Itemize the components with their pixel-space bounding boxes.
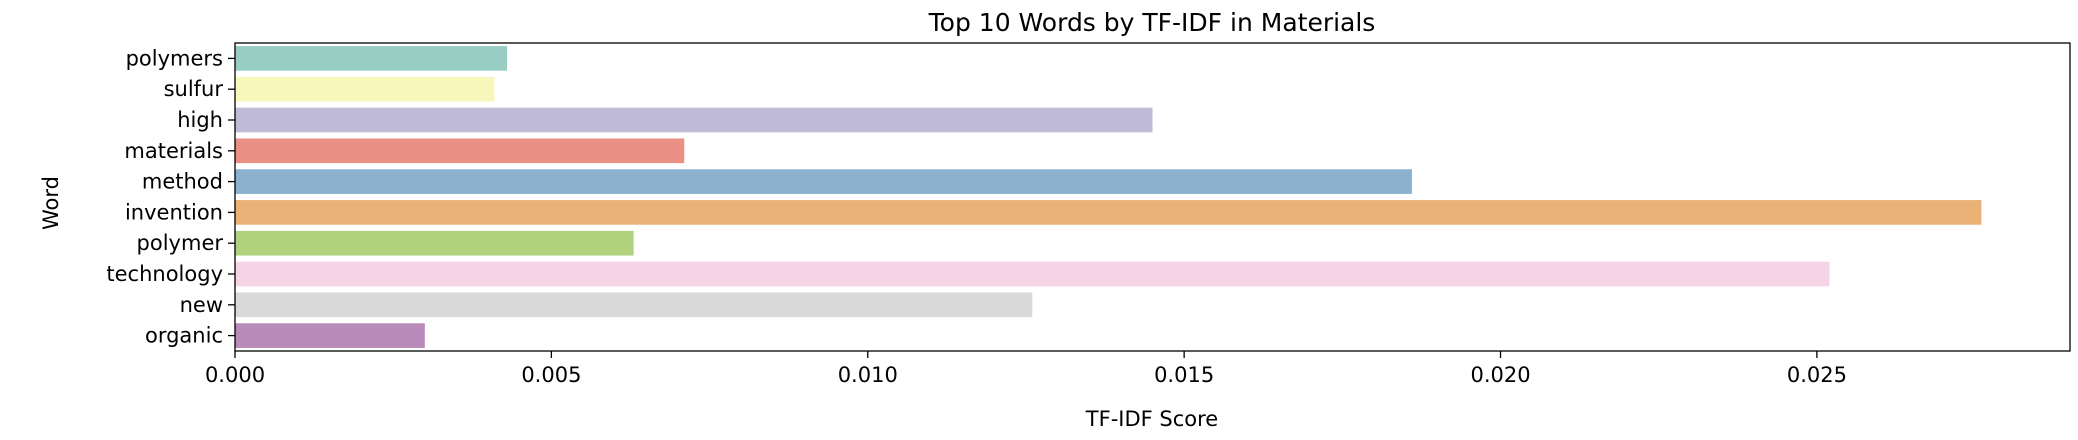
y-tick-label-technology: technology bbox=[106, 262, 223, 286]
bar-method bbox=[235, 169, 1412, 194]
x-tick-label: 0.025 bbox=[1787, 363, 1847, 387]
bar-polymer bbox=[235, 230, 634, 256]
y-tick-label-method: method bbox=[142, 170, 223, 194]
x-tick-label: 0.020 bbox=[1470, 363, 1530, 387]
x-axis-title: TF-IDF Score bbox=[1085, 407, 1218, 431]
y-tick-label-invention: invention bbox=[125, 200, 223, 224]
plot-frame bbox=[234, 42, 2071, 352]
x-tick-label: 0.000 bbox=[205, 363, 265, 387]
x-tick-label: 0.015 bbox=[1154, 363, 1214, 387]
y-tick-label-organic: organic bbox=[145, 324, 223, 348]
bar-new bbox=[235, 292, 1033, 318]
bar-sulfur bbox=[235, 76, 495, 102]
ticks-layer: polymers sulfur high materials method inventi… bbox=[106, 46, 1847, 387]
y-tick-label-polymer: polymer bbox=[137, 231, 224, 255]
x-tick-label: 0.005 bbox=[521, 363, 581, 387]
x-tick-label: 0.010 bbox=[838, 363, 898, 387]
axes-layer bbox=[234, 42, 2071, 352]
y-tick-label-new: new bbox=[180, 293, 223, 317]
y-tick-label-high: high bbox=[177, 108, 223, 132]
bar-invention bbox=[235, 200, 1982, 225]
bars-layer bbox=[235, 46, 1982, 348]
y-axis-title: Word bbox=[39, 176, 63, 230]
chart-title: Top 10 Words by TF-IDF in Materials bbox=[928, 8, 1376, 37]
y-tick-label-sulfur: sulfur bbox=[164, 77, 224, 101]
bar-materials bbox=[235, 138, 685, 164]
bar-organic bbox=[235, 323, 425, 348]
bar-technology bbox=[235, 261, 1830, 287]
bar-high bbox=[235, 107, 1153, 133]
y-tick-label-polymers: polymers bbox=[126, 46, 223, 70]
y-tick-label-materials: materials bbox=[124, 139, 223, 163]
bar-polymers bbox=[235, 46, 508, 71]
